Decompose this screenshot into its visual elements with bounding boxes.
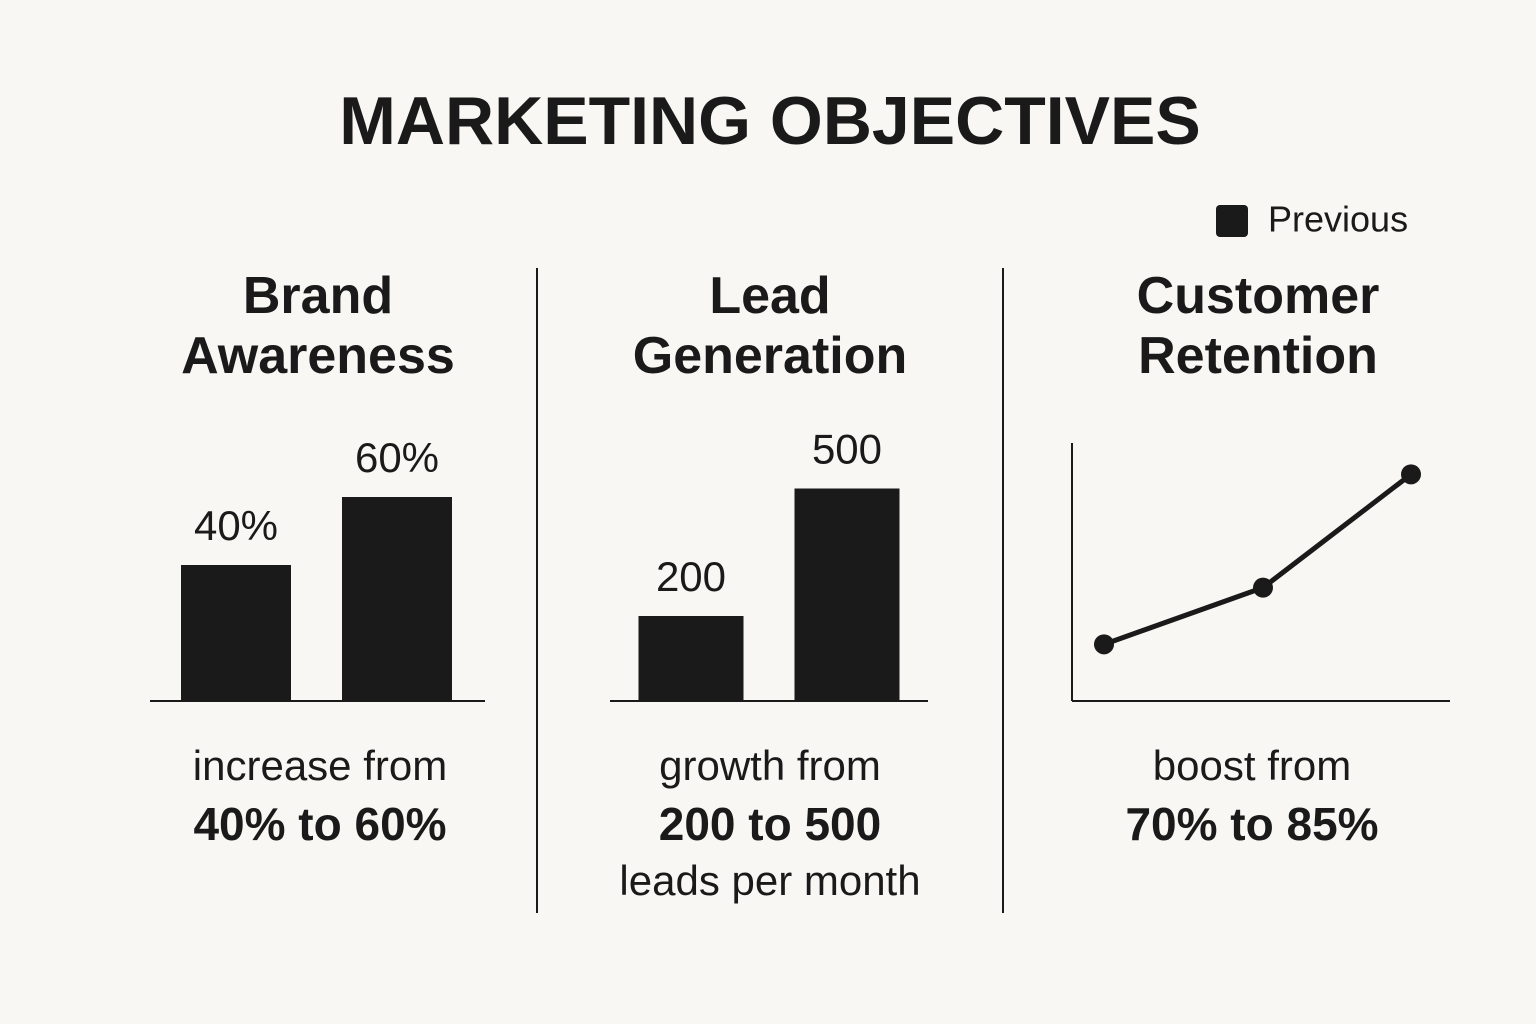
bar (638, 616, 744, 701)
value-label: 60% (355, 434, 439, 481)
point (1401, 464, 1421, 485)
caption-highlight: 200 to 500 (659, 798, 881, 850)
line (1103, 472, 1413, 647)
panel-title: Customer Retention (1136, 267, 1380, 385)
caption-tail: leads per month (619, 857, 920, 904)
value-label: 40% (194, 502, 278, 549)
panel-title: Brand Awareness (181, 267, 455, 385)
caption-lead: growth from (659, 742, 881, 789)
value-label: 200 (656, 553, 726, 600)
bar (181, 565, 291, 701)
bar (794, 488, 900, 701)
caption-highlight: 40% to 60% (193, 798, 446, 850)
caption-lead: boost from (1153, 742, 1351, 789)
main-title: MARKETING OBJECTIVES (339, 83, 1200, 159)
point (1253, 577, 1273, 598)
caption-highlight: 70% to 85% (1125, 798, 1378, 850)
legend-swatch (1216, 205, 1248, 237)
caption-lead: increase from (193, 742, 447, 789)
bar (342, 497, 452, 701)
panel-title: Lead Generation (632, 267, 908, 385)
point (1094, 634, 1114, 655)
legend-label: Previous (1268, 199, 1408, 240)
value-label: 500 (812, 426, 882, 473)
